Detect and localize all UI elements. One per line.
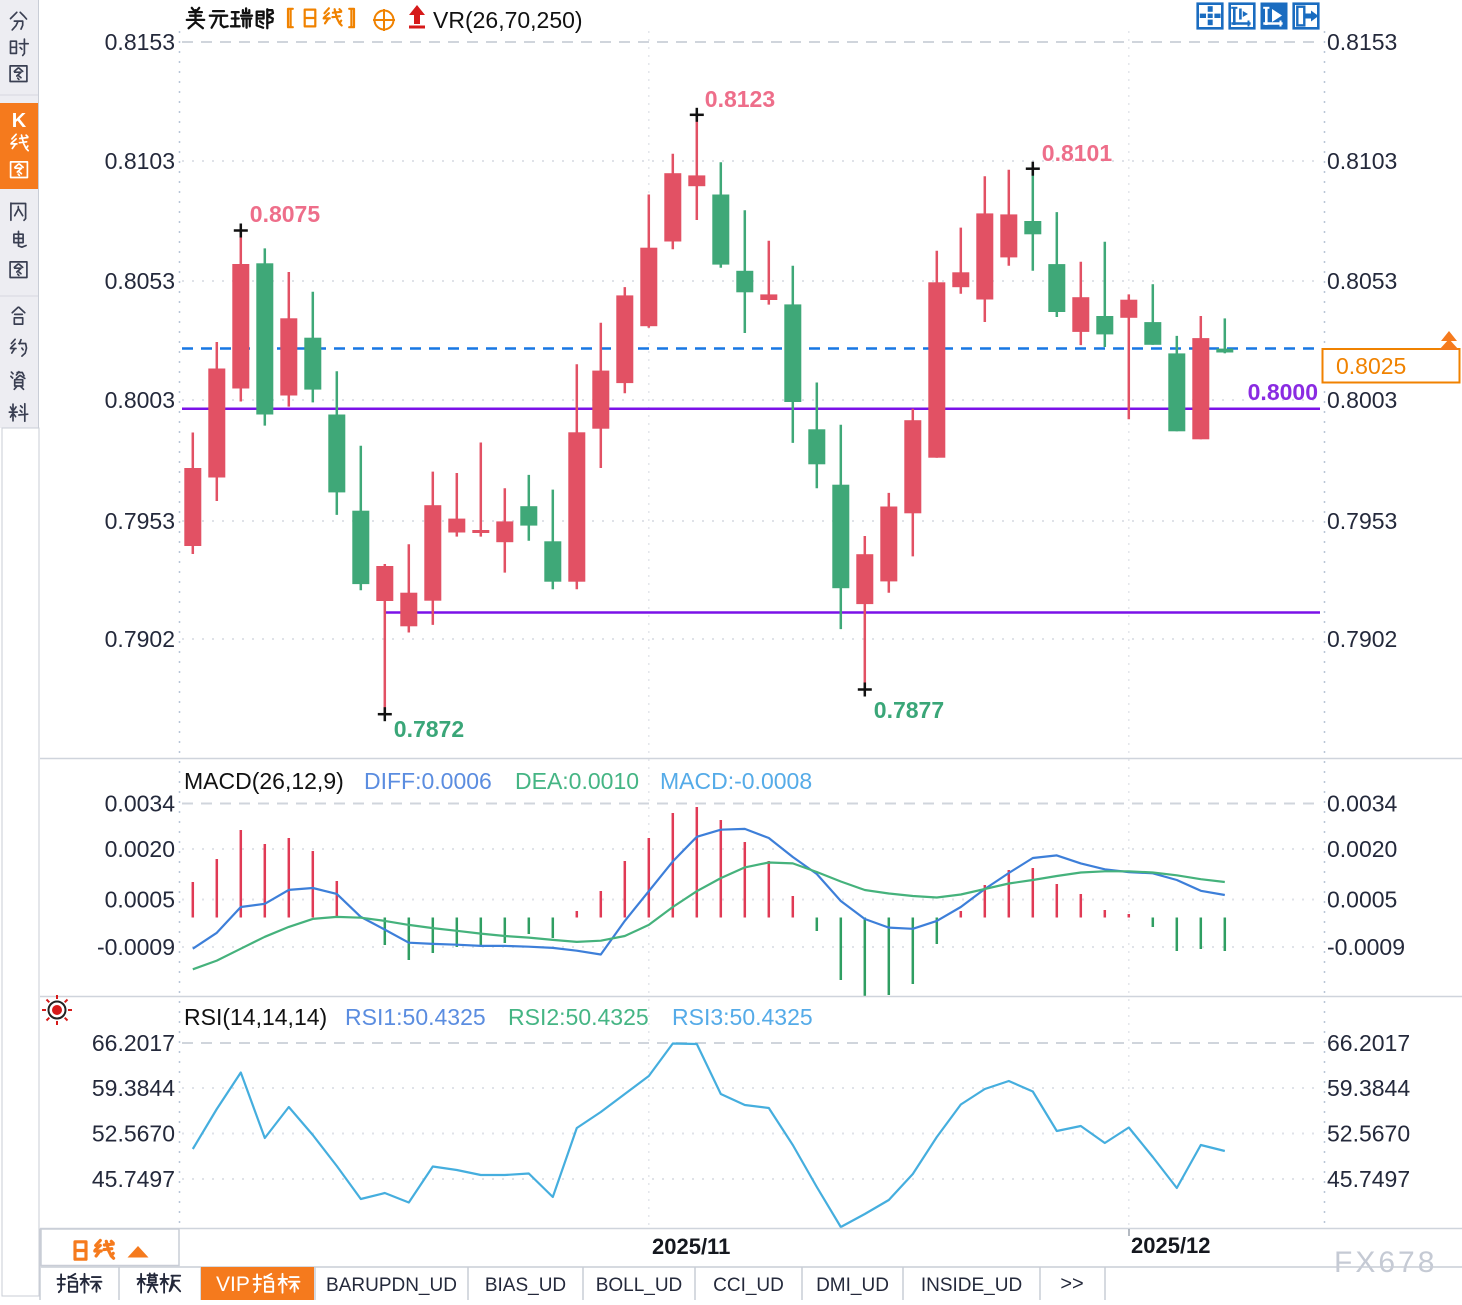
svg-text:BARUPDN_UD: BARUPDN_UD xyxy=(326,1275,457,1296)
svg-text:0.8153: 0.8153 xyxy=(1327,29,1397,55)
svg-text:0.7902: 0.7902 xyxy=(105,626,175,652)
svg-text:0.7902: 0.7902 xyxy=(1327,626,1397,652)
svg-text:0.0020: 0.0020 xyxy=(1327,836,1397,862)
svg-text:VIP: VIP xyxy=(216,1273,250,1296)
svg-text:0.8101: 0.8101 xyxy=(1042,140,1113,166)
svg-text:45.7497: 45.7497 xyxy=(1327,1166,1410,1192)
svg-text:0.8103: 0.8103 xyxy=(1327,148,1397,174)
svg-text:0.8103: 0.8103 xyxy=(105,148,175,174)
svg-text:45.7497: 45.7497 xyxy=(92,1166,175,1192)
svg-text:0.8000: 0.8000 xyxy=(1248,379,1318,405)
svg-text:-0.0009: -0.0009 xyxy=(1327,934,1405,960)
svg-text:DIFF:0.0006: DIFF:0.0006 xyxy=(364,768,492,794)
svg-text:RSI2:50.4325: RSI2:50.4325 xyxy=(508,1004,649,1030)
svg-text:52.5670: 52.5670 xyxy=(1327,1121,1410,1147)
svg-text:59.3844: 59.3844 xyxy=(1327,1075,1410,1101)
svg-text:2025/12: 2025/12 xyxy=(1131,1233,1211,1258)
svg-text:K: K xyxy=(12,110,27,132)
svg-text:0.0020: 0.0020 xyxy=(105,836,175,862)
svg-text:0.0034: 0.0034 xyxy=(105,791,176,817)
svg-text:66.2017: 66.2017 xyxy=(1327,1030,1410,1056)
svg-text:0.7877: 0.7877 xyxy=(874,697,944,723)
svg-text:0.8153: 0.8153 xyxy=(105,29,175,55)
svg-text:RSI3:50.4325: RSI3:50.4325 xyxy=(672,1004,813,1030)
svg-text:CCI_UD: CCI_UD xyxy=(713,1275,784,1296)
svg-text:59.3844: 59.3844 xyxy=(92,1075,175,1101)
svg-text:2025/11: 2025/11 xyxy=(652,1234,730,1259)
svg-text:0.8053: 0.8053 xyxy=(105,268,175,294)
svg-text:0.7953: 0.7953 xyxy=(105,508,175,534)
svg-text:0.0005: 0.0005 xyxy=(1327,887,1397,913)
svg-text:0.7872: 0.7872 xyxy=(394,716,464,742)
svg-text:FX678: FX678 xyxy=(1334,1246,1437,1279)
svg-text:BIAS_UD: BIAS_UD xyxy=(485,1275,566,1296)
svg-text:0.0005: 0.0005 xyxy=(105,887,175,913)
svg-text:0.0034: 0.0034 xyxy=(1327,791,1398,817)
svg-text:INSIDE_UD: INSIDE_UD xyxy=(921,1275,1022,1296)
svg-text:DMI_UD: DMI_UD xyxy=(816,1275,889,1296)
svg-text:0.8075: 0.8075 xyxy=(250,201,321,227)
svg-text:>>: >> xyxy=(1060,1273,1083,1295)
svg-text:0.8053: 0.8053 xyxy=(1327,268,1397,294)
svg-text:0.8025: 0.8025 xyxy=(1336,353,1406,379)
svg-text:DEA:0.0010: DEA:0.0010 xyxy=(515,768,639,794)
svg-text:0.8003: 0.8003 xyxy=(1327,387,1397,413)
svg-text:0.8123: 0.8123 xyxy=(705,86,775,112)
svg-text:0.7953: 0.7953 xyxy=(1327,508,1397,534)
svg-text:66.2017: 66.2017 xyxy=(92,1030,175,1056)
svg-text:0.8003: 0.8003 xyxy=(105,387,175,413)
svg-text:-0.0009: -0.0009 xyxy=(97,934,175,960)
svg-text:52.5670: 52.5670 xyxy=(92,1121,175,1147)
svg-text:RSI(14,14,14): RSI(14,14,14) xyxy=(184,1004,327,1030)
svg-text:BOLL_UD: BOLL_UD xyxy=(596,1275,683,1296)
svg-text:MACD:-0.0008: MACD:-0.0008 xyxy=(660,768,812,794)
svg-text:MACD(26,12,9): MACD(26,12,9) xyxy=(184,768,344,794)
svg-text:RSI1:50.4325: RSI1:50.4325 xyxy=(345,1004,486,1030)
svg-text:VR(26,70,250): VR(26,70,250) xyxy=(433,7,583,33)
